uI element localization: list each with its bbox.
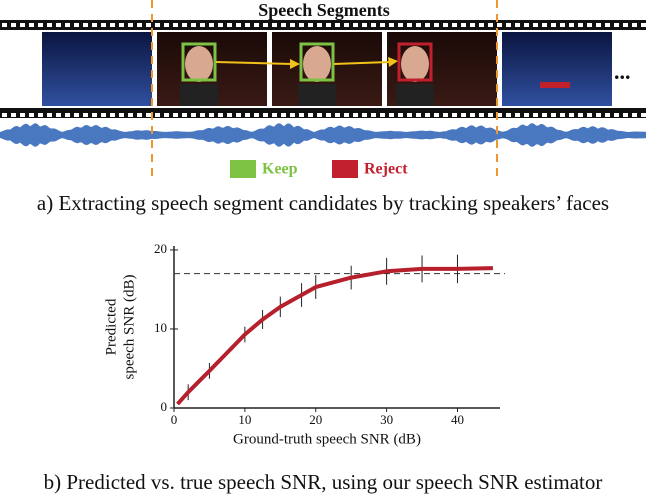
line bbox=[176, 266, 493, 406]
y-tick-label: 0 bbox=[161, 399, 168, 414]
title-bg bbox=[254, 2, 394, 20]
x-tick-label: 10 bbox=[238, 412, 251, 427]
title: Speech Segments bbox=[258, 0, 390, 20]
caption: b) Predicted vs. true speech SNR, using … bbox=[44, 470, 603, 494]
y-tick-label: 10 bbox=[154, 320, 167, 335]
x-axis-label: Ground-truth speech SNR (dB) bbox=[233, 431, 421, 447]
chart: 0 10 20 30 40 0 10 20 Ground-truth speech SNR (d… bbox=[103, 241, 505, 447]
y-axis-label: speech SNR (dB) bbox=[121, 275, 137, 380]
legend-label: Reject bbox=[364, 161, 408, 178]
y-axis-label: Predicted bbox=[103, 298, 119, 355]
legend-swatch bbox=[230, 160, 256, 178]
waveform bbox=[0, 123, 646, 147]
legend-swatch bbox=[332, 160, 358, 178]
x-tick-label: 40 bbox=[451, 412, 464, 427]
y-tick-label: 20 bbox=[154, 241, 167, 256]
x-tick-label: 20 bbox=[309, 412, 322, 427]
x-tick-label: 30 bbox=[380, 412, 393, 427]
caption: a) Extracting speech segment candidates … bbox=[37, 191, 609, 215]
legend-label: Keep bbox=[262, 161, 298, 178]
ellipsis: ... bbox=[614, 59, 631, 84]
film-strip bbox=[0, 20, 646, 118]
x-tick-label: 0 bbox=[171, 412, 178, 427]
legend: Keep Reject bbox=[230, 160, 408, 178]
